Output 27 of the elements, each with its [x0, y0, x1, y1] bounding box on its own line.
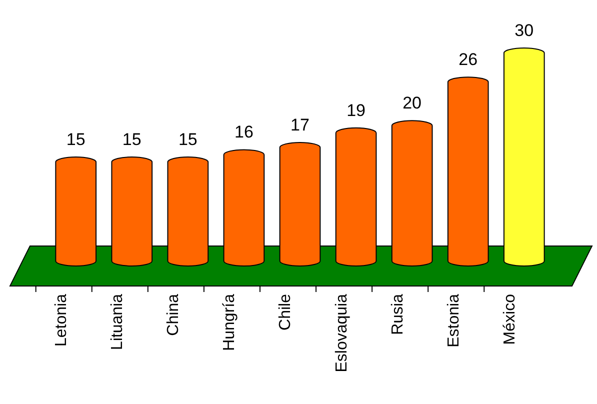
bar: [335, 127, 377, 266]
x-tick-label: Eslovaquia: [333, 294, 350, 372]
x-tick-label: Rusia: [389, 294, 406, 335]
bar: [279, 142, 321, 266]
x-tick-label: Hungría: [221, 294, 238, 351]
bar: [223, 149, 265, 266]
bar: [447, 76, 489, 266]
x-tick-label: México: [501, 294, 518, 345]
bar: [167, 156, 209, 266]
data-label: 15: [122, 130, 142, 149]
data-label: 17: [290, 115, 310, 134]
bar: [391, 120, 433, 266]
x-tick-label: Chile: [277, 294, 294, 330]
data-label: 19: [346, 100, 366, 120]
x-tick-label: China: [165, 294, 182, 336]
x-tick-label: Letonia: [53, 294, 70, 346]
data-label: 16: [234, 122, 254, 142]
data-label: 15: [178, 130, 198, 149]
bar: [111, 156, 153, 266]
x-tick-label: Lituania: [109, 294, 126, 350]
data-label: 15: [66, 130, 86, 149]
data-label: 20: [402, 94, 422, 113]
bar: [503, 48, 545, 266]
bar: [55, 156, 97, 266]
x-tick-label: Estonia: [445, 294, 462, 348]
data-label: 30: [514, 21, 534, 40]
data-label: 26: [458, 50, 478, 70]
